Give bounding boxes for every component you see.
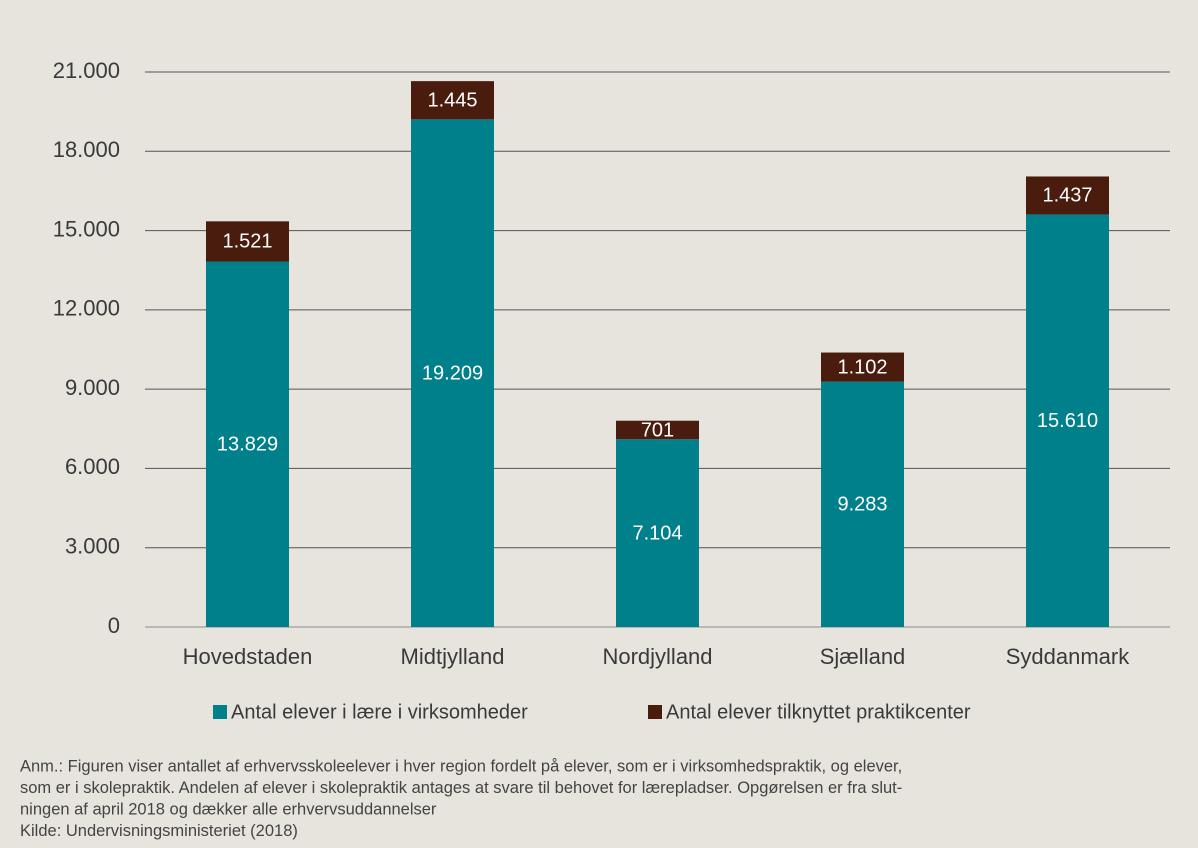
note: Anm.: Figuren viser antallet af erhvervs…	[20, 757, 902, 775]
bar-segment	[1026, 214, 1109, 627]
bar-segment	[206, 221, 289, 262]
legend-label: Antal elever i lære i virksomheder	[231, 701, 528, 723]
y-tick-label: 0	[108, 613, 120, 638]
y-tick-label: 3.000	[65, 534, 120, 559]
x-tick-label: Hovedstaden	[183, 644, 313, 669]
value-label: 1.437	[1042, 185, 1092, 207]
bar-segment	[206, 261, 289, 627]
x-tick-label: Midtjylland	[401, 644, 505, 669]
y-tick-label: 9.000	[65, 375, 120, 400]
x-tick-label: Sjælland	[820, 644, 906, 669]
y-tick-label: 6.000	[65, 454, 120, 479]
value-label: 1.521	[222, 231, 272, 253]
legend-swatch	[213, 705, 227, 719]
note: Kilde: Undervisningsministeriet (2018)	[20, 822, 298, 840]
value-label: 1.102	[837, 356, 887, 378]
note: ningen af april 2018 og dækker alle erhv…	[20, 800, 437, 818]
y-tick-label: 21.000	[53, 58, 120, 83]
x-tick-label: Syddanmark	[1006, 644, 1131, 669]
bar-segment	[411, 119, 494, 628]
value-label: 701	[641, 419, 674, 441]
value-label: 15.610	[1037, 410, 1098, 432]
value-label: 13.829	[217, 434, 278, 456]
y-tick-label: 15.000	[53, 216, 120, 241]
bar-segment	[821, 352, 904, 382]
y-tick-label: 12.000	[53, 296, 120, 321]
value-label: 7.104	[632, 522, 682, 544]
legend-label: Antal elever tilknyttet praktikcenter	[666, 701, 971, 723]
note: som er i skolepraktik. Andelen af elever…	[20, 779, 902, 797]
bar-segment	[821, 381, 904, 627]
value-label: 9.283	[837, 494, 887, 516]
value-label: 19.209	[422, 362, 483, 384]
x-tick-label: Nordjylland	[602, 644, 712, 669]
legend-swatch	[648, 705, 662, 719]
bar-segment	[616, 420, 699, 440]
y-tick-label: 18.000	[53, 137, 120, 162]
bar-segment	[411, 81, 494, 120]
bar-segment	[1026, 176, 1109, 215]
bar-segment	[616, 439, 699, 627]
value-label: 1.445	[427, 90, 477, 112]
